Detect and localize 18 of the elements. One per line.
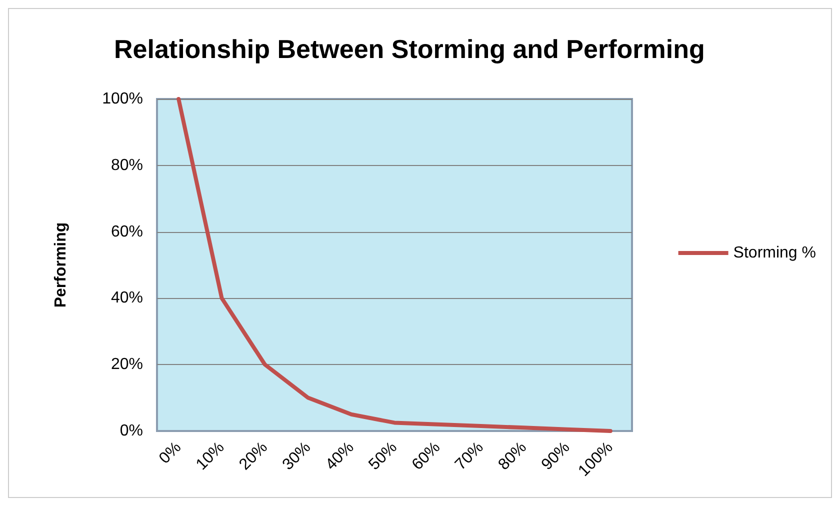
y-tick-label: 60% bbox=[110, 223, 143, 240]
chart-title: Relationship Between Storming and Performing bbox=[114, 34, 705, 64]
x-tick-label: 30% bbox=[280, 438, 314, 474]
x-tick-label: 70% bbox=[452, 438, 487, 474]
y-axis-title: Performing bbox=[52, 222, 70, 308]
y-tick-label: 80% bbox=[110, 156, 143, 174]
y-tick-label: 20% bbox=[110, 356, 143, 374]
x-tick-label: 50% bbox=[366, 438, 401, 474]
x-tick-label: 40% bbox=[322, 438, 358, 474]
x-tick-label: 80% bbox=[495, 438, 530, 474]
x-tick-label: 90% bbox=[538, 438, 574, 474]
y-tick-label: 0% bbox=[120, 422, 143, 440]
x-tick-label: 60% bbox=[409, 438, 444, 474]
y-tick-label: 100% bbox=[102, 90, 143, 108]
x-tick-label: 0% bbox=[156, 438, 185, 468]
legend-label: Storming % bbox=[733, 244, 816, 262]
y-tick-label: 40% bbox=[110, 290, 143, 307]
line-series bbox=[176, 97, 612, 433]
